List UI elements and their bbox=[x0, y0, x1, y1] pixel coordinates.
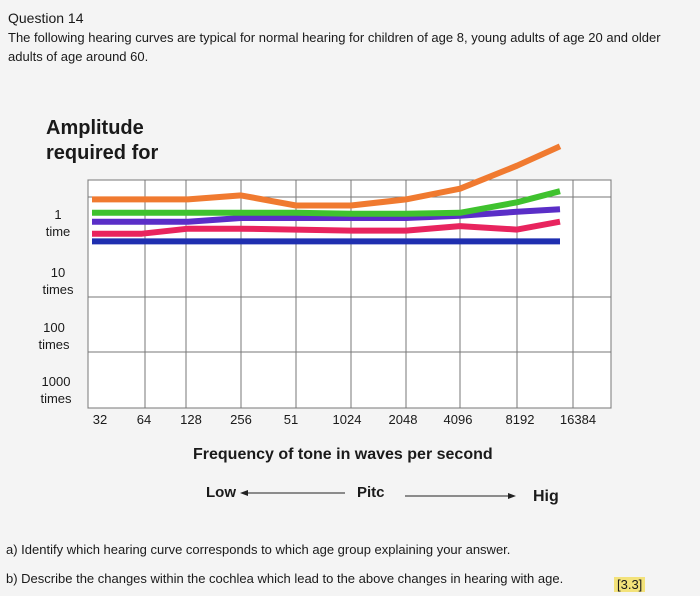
x-tick-label: 16384 bbox=[559, 412, 597, 427]
series-line-2 bbox=[92, 218, 561, 237]
y-tick-unit: times bbox=[40, 391, 72, 406]
x-tick-label: 8192 bbox=[505, 412, 535, 427]
y-tick-unit: times bbox=[38, 337, 70, 352]
y-axis-title: Amplitude required for bbox=[46, 116, 171, 166]
y-tick-number: 1000 bbox=[41, 374, 71, 389]
left-arrow-icon bbox=[240, 490, 248, 496]
y-tick-100: 100 times bbox=[24, 319, 84, 353]
x-tick-label: 2048 bbox=[388, 412, 418, 427]
series-line-4 bbox=[92, 188, 561, 217]
question-b: b) Describe the changes within the cochl… bbox=[6, 571, 564, 586]
x-tick-label: 128 bbox=[180, 412, 202, 427]
x-tick-label: 1024 bbox=[332, 412, 362, 427]
series-line-3 bbox=[92, 206, 561, 225]
x-tick-label: 51 bbox=[283, 412, 299, 427]
marks-badge: [3.3] bbox=[614, 577, 646, 592]
y-tick-unit: time bbox=[45, 224, 71, 239]
intro-text: The following hearing curves are typical… bbox=[8, 30, 661, 64]
y-tick-unit: times bbox=[42, 282, 74, 297]
pitch-arrows bbox=[240, 490, 516, 499]
y-tick-1: 1 time bbox=[28, 206, 88, 240]
x-tick-label: 64 bbox=[136, 412, 152, 427]
pitch-high-label: Hig bbox=[533, 488, 559, 505]
x-tick-label: 32 bbox=[92, 412, 108, 427]
y-tick-number: 10 bbox=[50, 265, 66, 280]
y-tick-10: 10 times bbox=[28, 264, 88, 298]
pitch-indicator: Low Pitc Hig bbox=[0, 484, 700, 508]
question-title: Question 14 bbox=[8, 10, 84, 26]
question-a: a) Identify which hearing curve correspo… bbox=[6, 542, 511, 557]
series-line-5 bbox=[92, 143, 562, 209]
y-tick-1000: 1000 times bbox=[26, 373, 86, 407]
pitch-low-label: Low bbox=[206, 484, 236, 501]
y-tick-number: 100 bbox=[43, 320, 65, 335]
y-tick-number: 1 bbox=[54, 207, 62, 222]
y-axis-title-text: Amplitude required for bbox=[46, 117, 159, 164]
chart-series bbox=[92, 143, 562, 245]
x-tick-label: 4096 bbox=[443, 412, 473, 427]
right-arrow-icon bbox=[508, 493, 516, 499]
pitch-mid-label: Pitc bbox=[357, 484, 385, 501]
x-tick-label: 256 bbox=[230, 412, 252, 427]
x-axis-title: Frequency of tone in waves per second bbox=[193, 446, 493, 463]
